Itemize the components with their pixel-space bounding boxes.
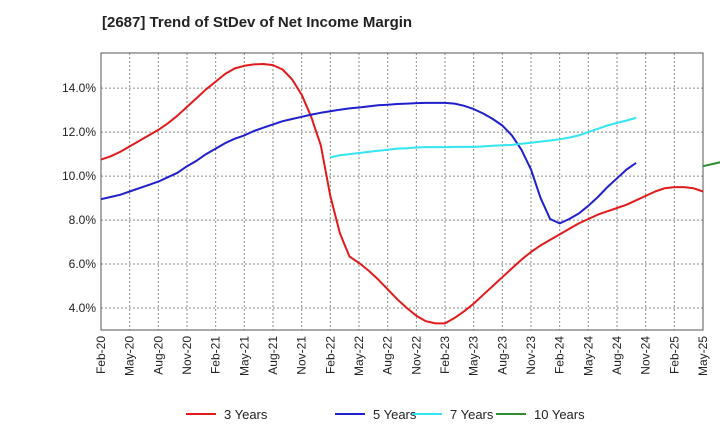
x-tick-label: Nov-24 — [639, 336, 653, 375]
y-tick-label: 14.0% — [62, 81, 96, 95]
legend-label: 10 Years — [534, 407, 585, 422]
x-tick-label: Aug-21 — [266, 336, 280, 375]
x-tick-label: Nov-23 — [524, 336, 538, 375]
series-line — [100, 101, 637, 225]
x-tick-label: Feb-21 — [209, 336, 223, 374]
x-tick-label: May-22 — [352, 336, 366, 376]
y-tick-label: 8.0% — [69, 213, 97, 227]
x-tick-label: Aug-24 — [610, 336, 624, 375]
legend-label: 7 Years — [450, 407, 494, 422]
y-tick-label: 6.0% — [69, 257, 97, 271]
x-tick-label: Aug-20 — [151, 336, 165, 375]
x-tick-label: Feb-22 — [323, 336, 337, 374]
x-tick-label: Feb-25 — [667, 336, 681, 374]
series-lines — [100, 63, 720, 325]
legend-label: 3 Years — [224, 407, 268, 422]
series-line — [702, 161, 720, 168]
x-tick-label: May-23 — [467, 336, 481, 376]
x-tick-label: May-24 — [581, 336, 595, 376]
x-tick-label: Feb-23 — [438, 336, 452, 374]
x-tick-label: May-21 — [237, 336, 251, 376]
x-tick-label: May-25 — [696, 336, 710, 376]
y-tick-label: 12.0% — [62, 125, 96, 139]
y-tick-label: 10.0% — [62, 169, 96, 183]
chart-title: [2687] Trend of StDev of Net Income Marg… — [102, 14, 413, 31]
legend-label: 5 Years — [373, 407, 417, 422]
y-tick-label: 4.0% — [69, 301, 97, 315]
x-axis-tick-labels: Feb-20 May-20 Aug-20 Nov-20 Feb-21 May-21 Aug-… — [94, 336, 710, 376]
series-line — [100, 63, 704, 325]
legend: 3 Years 5 Years 7 Years 10 Years — [186, 407, 585, 422]
x-tick-label: Feb-24 — [553, 336, 567, 374]
x-tick-label: Aug-23 — [495, 336, 509, 375]
series-line — [330, 116, 637, 159]
plot-area-frame — [100, 52, 704, 331]
x-tick-label: Nov-22 — [409, 336, 423, 375]
grid — [101, 53, 703, 330]
x-tick-label: Aug-22 — [381, 336, 395, 375]
x-tick-label: Feb-20 — [94, 336, 108, 374]
y-axis-tick-labels: 4.0% 6.0% 8.0% 10.0% 12.0% 14.0% — [62, 81, 96, 315]
x-tick-label: Nov-21 — [295, 336, 309, 375]
x-tick-label: May-20 — [123, 336, 137, 376]
x-tick-label: Nov-20 — [180, 336, 194, 375]
